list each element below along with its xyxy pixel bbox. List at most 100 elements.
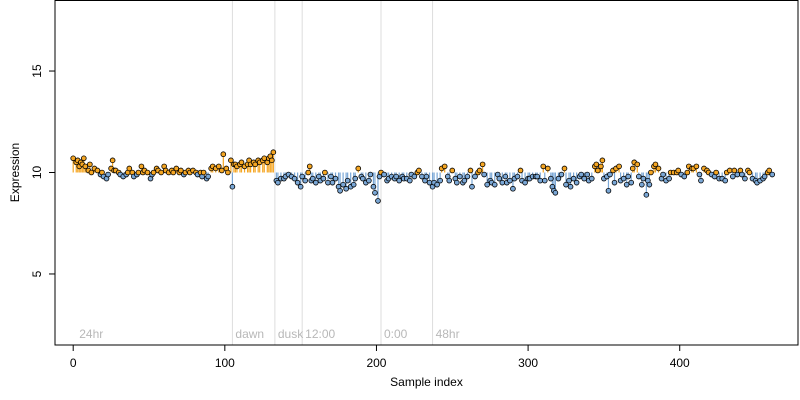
data-point (370, 183, 377, 190)
data-point (173, 165, 180, 172)
x-tick-label: 0 (70, 356, 77, 370)
data-point (109, 157, 116, 164)
y-axis-title: Expression (8, 143, 22, 202)
data-point (375, 198, 381, 204)
data-point (88, 169, 95, 176)
data-point (713, 169, 719, 176)
data-point (742, 175, 748, 182)
y-tick-label: 10 (30, 166, 44, 180)
data-point (305, 169, 312, 176)
data-point (291, 175, 298, 182)
data-point (178, 167, 184, 174)
annotation-label: 0:00 (384, 327, 408, 341)
data-point (578, 171, 584, 178)
data-point (205, 173, 211, 180)
data-point (372, 189, 378, 196)
data-point (496, 175, 503, 182)
data-point (548, 175, 554, 182)
data-point (623, 181, 630, 188)
data-point (218, 167, 225, 174)
data-point (215, 163, 222, 170)
y-tick-label: 15 (30, 64, 44, 78)
data-point (457, 173, 463, 180)
data-point (593, 161, 600, 168)
data-point (449, 167, 456, 174)
data-point (322, 169, 328, 176)
data-point (275, 179, 281, 186)
data-point (138, 163, 145, 170)
annotation-label: dawn (235, 327, 264, 341)
data-point (558, 171, 565, 178)
data-point (507, 177, 513, 184)
data-point (646, 181, 653, 188)
data-point (639, 181, 645, 188)
data-point (270, 149, 277, 156)
data-point (343, 185, 349, 192)
data-point (696, 171, 703, 178)
data-point (581, 175, 587, 182)
data-point (367, 171, 374, 178)
data-point (517, 167, 524, 174)
data-point (552, 189, 559, 196)
data-point (652, 161, 659, 168)
data-point (94, 167, 101, 174)
data-point (461, 177, 468, 184)
x-axis-title: Sample index (390, 375, 463, 389)
data-point (555, 175, 562, 182)
x-axis: 0 100 200 300 400 (70, 345, 690, 370)
data-point (320, 175, 327, 182)
data-point (325, 179, 331, 186)
data-point (469, 183, 475, 190)
data-point (332, 175, 339, 182)
data-point (746, 169, 753, 176)
data-point (441, 163, 448, 170)
data-point (729, 173, 736, 180)
data-point (731, 167, 738, 174)
data-point (81, 155, 87, 162)
data-point (229, 183, 236, 190)
data-point (648, 169, 654, 176)
data-point (472, 173, 478, 180)
data-point (510, 185, 516, 192)
data-point (82, 163, 89, 170)
data-point (299, 173, 305, 180)
data-point (454, 179, 460, 186)
data-point (502, 173, 509, 180)
data-point (228, 157, 234, 164)
data-point (423, 173, 430, 180)
data-point (434, 181, 440, 188)
data-point (698, 177, 704, 184)
data-point (407, 177, 413, 184)
data-point (328, 173, 334, 180)
data-point (514, 173, 521, 180)
data-point (584, 171, 591, 178)
data-point (476, 167, 483, 174)
data-point (607, 171, 613, 178)
data-point (655, 165, 662, 172)
data-point (238, 159, 245, 166)
data-point (105, 171, 111, 178)
x-tick-label: 100 (215, 356, 235, 370)
data-point (534, 173, 540, 180)
data-point (681, 173, 688, 180)
data-point (355, 165, 362, 172)
annotation-labels: 24hr dawn dusk 12:00 0:00 48hr (79, 327, 459, 341)
data-point (628, 179, 635, 186)
data-point (446, 177, 453, 184)
data-point (170, 169, 177, 176)
data-point (726, 167, 733, 174)
y-axis: 5 10 15 (30, 64, 55, 277)
data-point (87, 161, 93, 168)
data-point (302, 177, 308, 184)
annotation-label: 12:00 (305, 327, 335, 341)
data-point (350, 181, 357, 188)
data-point (467, 167, 474, 174)
data-point (666, 175, 672, 182)
data-point (545, 165, 551, 172)
data-point (595, 167, 601, 174)
data-point (722, 177, 729, 184)
data-point (437, 177, 443, 184)
data-point (396, 177, 403, 184)
